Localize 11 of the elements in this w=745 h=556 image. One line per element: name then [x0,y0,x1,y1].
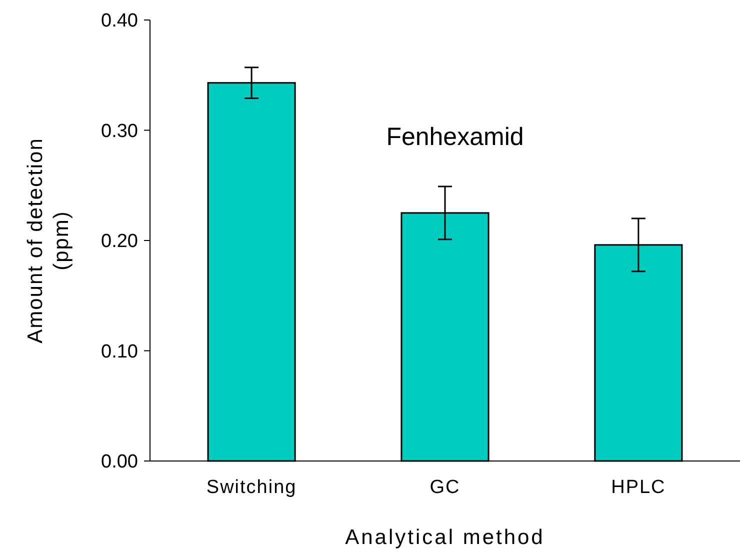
y-tick-label: 0.40 [101,10,138,32]
y-tick-label: 0.30 [101,120,138,142]
annotation: Fenhexamid [386,123,524,151]
x-axis-title: Analytical method [345,526,545,549]
y-tick-label: 0.20 [101,231,138,252]
x-tick-label: Switching [206,477,297,498]
y-axis-title: Amount of detection (ppm) [24,138,73,344]
y-tick-label: 0.10 [101,341,138,362]
y-tick-label: 0.00 [101,452,138,473]
x-tick-label: GC [430,477,460,498]
x-tick-label: HPLC [611,477,666,498]
